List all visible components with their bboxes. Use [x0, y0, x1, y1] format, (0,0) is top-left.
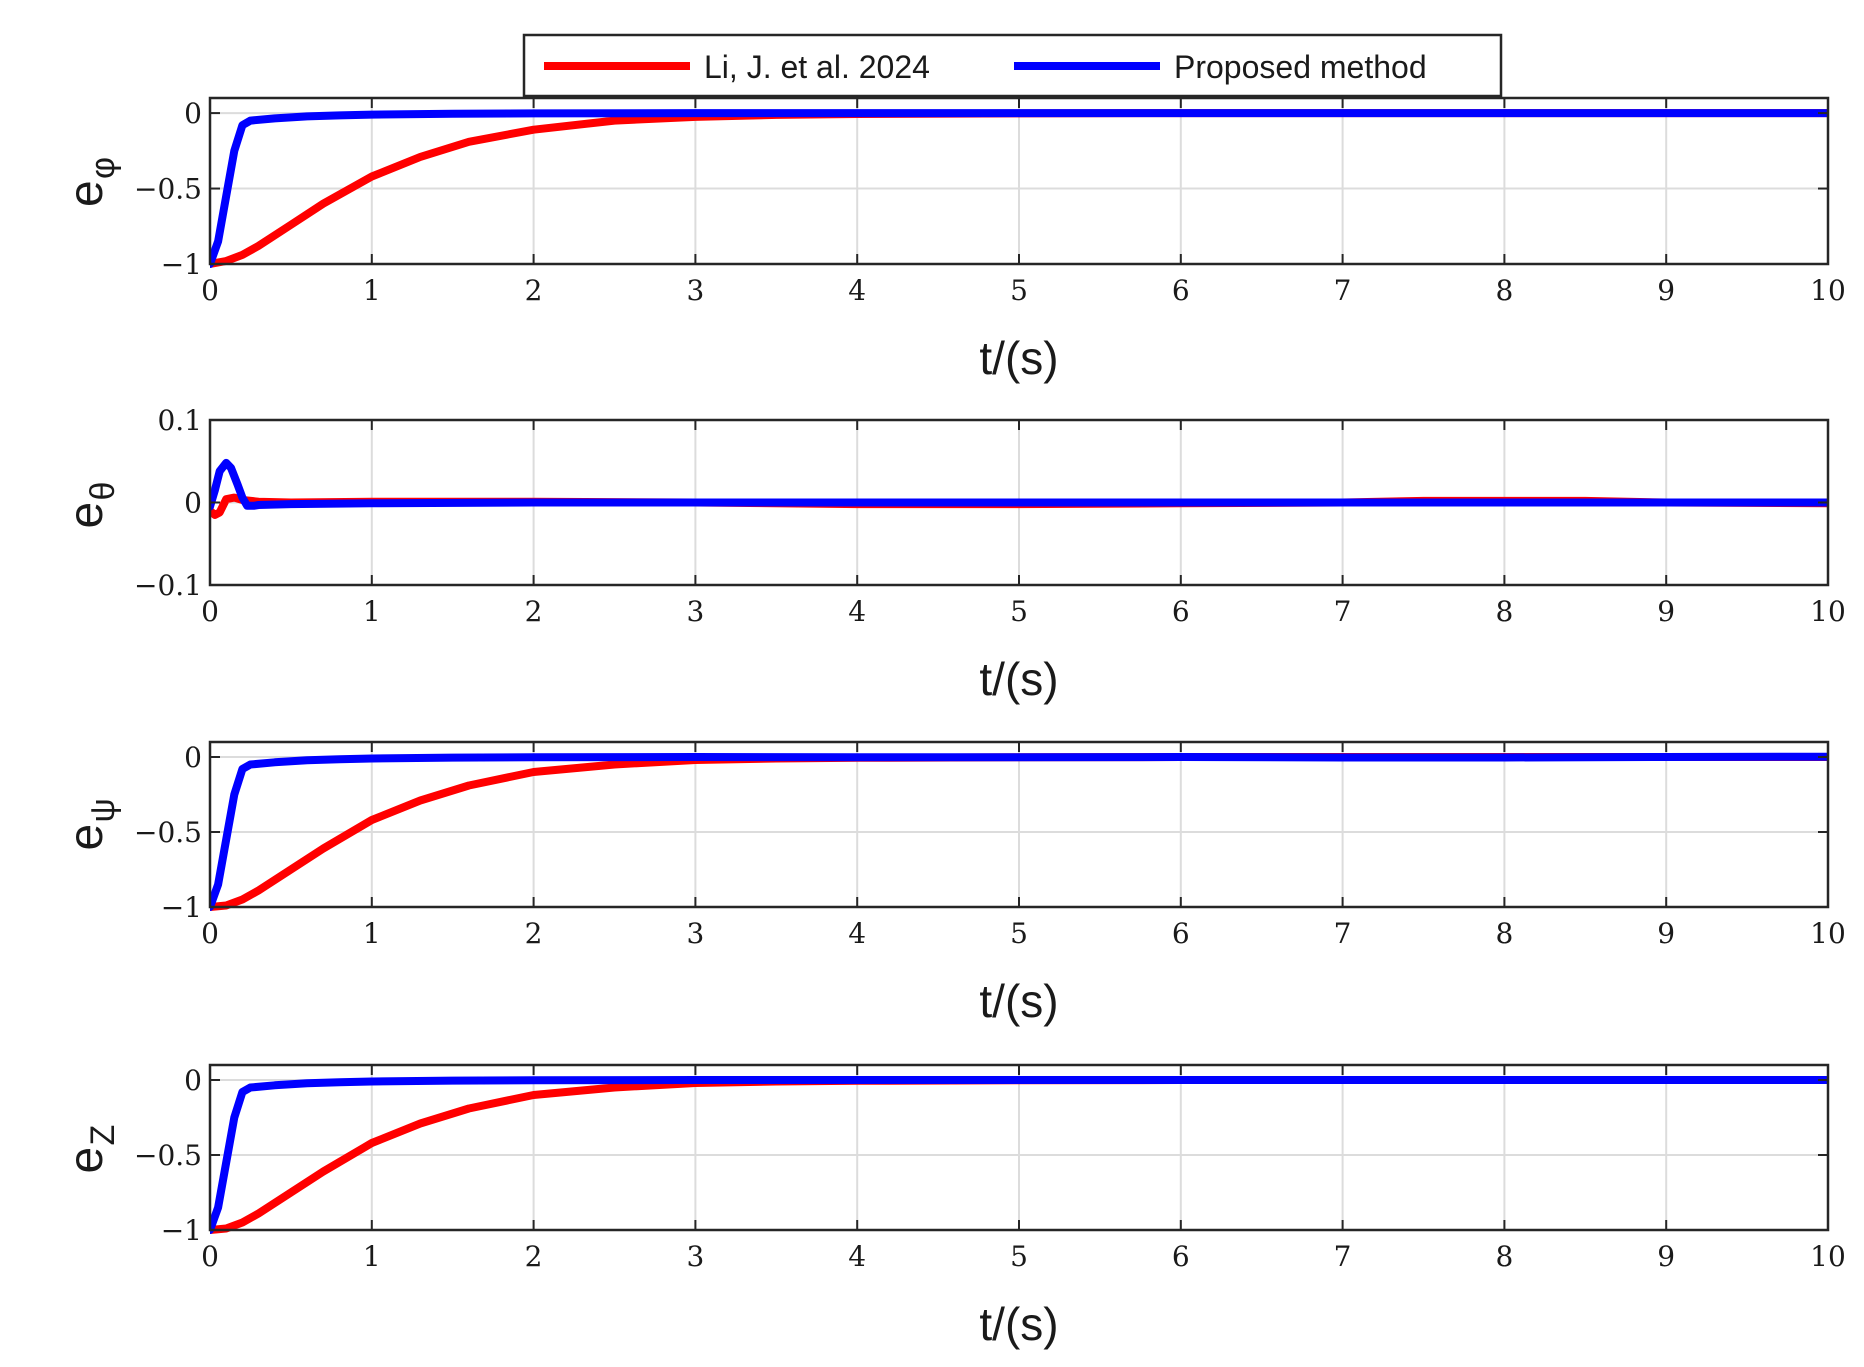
subplot-4: 0 1 2 3 4 5 6 7 8 9 10 −1 −0.5 0 t/(s) eZ — [60, 1063, 1846, 1350]
x-tick-label: 5 — [1010, 274, 1028, 307]
y-axis-title-subscript: θ — [84, 482, 122, 501]
x-tick-label: 10 — [1810, 595, 1846, 628]
x-tick-label: 9 — [1657, 595, 1675, 628]
y-axis-title-main: e — [60, 824, 113, 851]
x-tick-label: 5 — [1010, 917, 1028, 950]
y-tick-label: −0.5 — [134, 1139, 202, 1172]
x-tick-label: 2 — [525, 274, 543, 307]
x-tick-label: 8 — [1495, 595, 1513, 628]
y-axis-title-subscript: ψ — [84, 798, 122, 822]
x-tick-label: 8 — [1495, 917, 1513, 950]
y-tick-label: −0.5 — [134, 173, 202, 206]
series-line-2 — [210, 752, 1828, 911]
y-axis-title-main: e — [60, 502, 113, 529]
x-tick-label: 4 — [848, 917, 866, 950]
x-tick-label: 4 — [848, 274, 866, 307]
x-tick-label: 10 — [1810, 917, 1846, 950]
x-tick-label: 6 — [1172, 1240, 1190, 1273]
y-axis-title: eφ — [60, 157, 122, 207]
legend-label-series-1: Li, J. et al. 2024 — [704, 49, 930, 85]
y-tick-label: −1 — [161, 248, 202, 281]
x-tick-label: 10 — [1810, 274, 1846, 307]
x-tick-label: 0 — [201, 917, 219, 950]
x-tick-label: 8 — [1495, 274, 1513, 307]
y-tick-label: 0 — [184, 1064, 202, 1097]
x-tick-label: 9 — [1657, 1240, 1675, 1273]
x-axis-title: t/(s) — [979, 653, 1058, 705]
series-line-2 — [210, 109, 1828, 268]
x-tick-label: 9 — [1657, 917, 1675, 950]
x-tick-label: 7 — [1334, 274, 1352, 307]
subplot-3: 0 1 2 3 4 5 6 7 8 9 10 −1 −0.5 0 t/(s) eψ — [60, 740, 1846, 1027]
x-tick-label: 7 — [1334, 595, 1352, 628]
x-tick-label: 8 — [1495, 1240, 1513, 1273]
x-tick-label: 0 — [201, 1240, 219, 1273]
x-tick-label: 1 — [363, 1240, 381, 1273]
x-tick-label: 2 — [525, 1240, 543, 1273]
x-tick-label: 1 — [363, 274, 381, 307]
subplot-2: 0 1 2 3 4 5 6 7 8 9 10−0.100.1t/(s)eθ — [60, 404, 1846, 705]
x-axis-title: t/(s) — [979, 332, 1058, 384]
series-line-2 — [210, 458, 1828, 511]
x-tick-label: 6 — [1172, 274, 1190, 307]
x-tick-label: 3 — [686, 917, 704, 950]
y-tick-label: 0 — [184, 487, 202, 520]
y-axis-title: eψ — [60, 798, 122, 850]
y-tick-label: −0.1 — [134, 569, 202, 602]
legend: Li, J. et al. 2024 Proposed method — [522, 33, 1503, 98]
y-tick-label: −1 — [161, 891, 202, 924]
x-axis-title: t/(s) — [979, 1298, 1058, 1350]
x-tick-label: 10 — [1810, 1240, 1846, 1273]
x-tick-label: 7 — [1334, 1240, 1352, 1273]
x-tick-label: 5 — [1010, 595, 1028, 628]
x-tick-label: 6 — [1172, 917, 1190, 950]
y-axis-title-main: e — [60, 180, 113, 207]
y-axis-title-subscript: φ — [84, 157, 122, 179]
y-axis-title-main: e — [60, 1147, 113, 1174]
y-axis-title: eθ — [60, 482, 122, 529]
x-tick-label: 4 — [848, 595, 866, 628]
x-tick-label: 2 — [525, 917, 543, 950]
subplots: 0 1 2 3 4 5 6 7 8 9 10−1−0.50t/(s)eφ0 1 2 3 4 5 6 7 8 9 10−0… — [60, 96, 1846, 1350]
x-tick-label: 1 — [363, 917, 381, 950]
x-tick-label: 3 — [686, 1240, 704, 1273]
x-tick-label: 3 — [686, 274, 704, 307]
y-axis-title-subscript: Z — [84, 1125, 122, 1146]
y-tick-label: −0.5 — [134, 816, 202, 849]
x-tick-label: 3 — [686, 595, 704, 628]
legend-label-series-2: Proposed method — [1174, 49, 1427, 85]
x-tick-label: 2 — [525, 595, 543, 628]
x-tick-label: 9 — [1657, 274, 1675, 307]
series-line-2 — [210, 1076, 1828, 1234]
y-tick-label: −1 — [161, 1214, 202, 1247]
x-tick-label: 5 — [1010, 1240, 1028, 1273]
x-tick-label: 1 — [363, 595, 381, 628]
x-tick-label: 4 — [848, 1240, 866, 1273]
subplot-1: 0 1 2 3 4 5 6 7 8 9 10 −1 −0.5 0 t/(s) eφ — [60, 96, 1846, 384]
y-tick-label: 0 — [184, 741, 202, 774]
x-tick-label: 0 — [201, 274, 219, 307]
x-axis-title: t/(s) — [979, 975, 1058, 1027]
x-tick-label: 6 — [1172, 595, 1190, 628]
y-tick-label: 0.1 — [157, 404, 202, 437]
x-tick-label: 7 — [1334, 917, 1352, 950]
x-tick-label: 0 — [201, 595, 219, 628]
y-tick-label: 0 — [184, 97, 202, 130]
y-axis-title: eZ — [60, 1125, 122, 1174]
